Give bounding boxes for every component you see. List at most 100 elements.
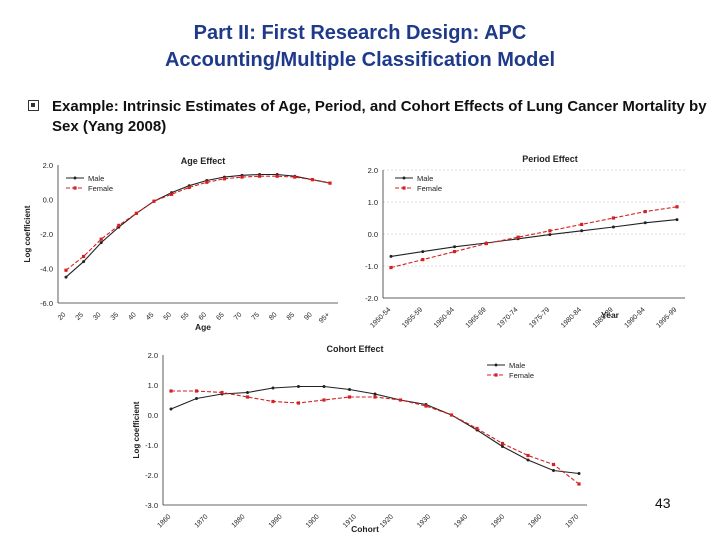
male-data-point (389, 254, 393, 258)
female-series-line (65, 175, 331, 271)
bullet-point: Example: Intrinsic Estimates of Age, Per… (28, 97, 708, 137)
legend-label: Male (509, 361, 525, 370)
male-data-point (82, 260, 86, 264)
female-data-point (516, 235, 520, 239)
male-data-point (64, 275, 68, 279)
x-axis-label: Age (195, 322, 211, 332)
female-data-point (611, 216, 616, 220)
female-data-point (421, 258, 425, 262)
female-data-point (187, 185, 191, 190)
female-data-point (389, 266, 393, 270)
x-tick-label: 1900 (305, 513, 321, 529)
chart-title: Period Effect (522, 154, 578, 164)
y-tick-label: 0.0 (368, 230, 378, 239)
page-number: 43 (655, 495, 671, 511)
female-data-point (398, 398, 403, 402)
female-data-point (293, 175, 297, 179)
x-tick-label: 1955-59 (401, 306, 424, 329)
y-tick-label: 2.0 (43, 161, 53, 170)
female-data-point (271, 399, 275, 404)
male-data-point (169, 407, 173, 411)
x-tick-label: 55 (180, 311, 191, 322)
female-data-point (373, 395, 377, 399)
y-tick-label: -1.0 (365, 262, 378, 271)
female-data-point (484, 242, 488, 246)
x-tick-label: 1940 (453, 513, 469, 529)
female-data-point (194, 389, 199, 393)
legend-label: Female (509, 371, 534, 380)
female-data-point (643, 210, 647, 214)
male-data-point (99, 241, 103, 245)
female-data-point (310, 178, 314, 182)
title-line-2: Accounting/Multiple Classification Model (164, 49, 556, 71)
x-tick-label: 1960-64 (433, 306, 456, 329)
female-data-point (169, 389, 173, 393)
female-data-point (322, 398, 326, 402)
female-data-point (475, 426, 479, 431)
female-data-point (551, 462, 556, 467)
chart-title: Age Effect (181, 156, 226, 166)
female-data-point (580, 222, 584, 226)
x-tick-label: 1870 (194, 513, 210, 529)
female-data-point (152, 199, 156, 203)
legend-marker (73, 176, 77, 180)
x-tick-label: 45 (145, 311, 156, 322)
x-tick-label: 75 (251, 311, 262, 322)
female-data-point (424, 404, 428, 408)
y-tick-label: 2.0 (148, 351, 158, 360)
male-data-point (577, 472, 581, 475)
title-line-1: Part II: First Research Design: APC (193, 22, 527, 44)
x-tick-label: 50 (163, 311, 174, 322)
legend-label: Female (417, 184, 442, 193)
legend-marker (402, 176, 406, 180)
cohort-effect-chart: Cohort Effect 2.0 1.0 0.0 -1.0 -2.0 -3.0 Log co… (132, 344, 587, 534)
female-data-point (347, 395, 352, 399)
x-tick-label: 25 (75, 311, 86, 322)
legend-label: Male (88, 174, 104, 183)
x-tick-label: 1970-74 (496, 306, 519, 329)
female-data-point (99, 237, 103, 241)
x-tick-label: 1890 (268, 513, 284, 529)
male-series-line (65, 173, 331, 278)
x-tick-label: 40 (127, 311, 138, 322)
female-data-point (275, 174, 279, 178)
legend-label: Female (88, 184, 113, 193)
female-data-point (222, 177, 226, 181)
x-tick-label: 20 (57, 311, 68, 322)
female-data-point (548, 229, 552, 233)
y-axis-label: Log coefficient (132, 401, 141, 458)
x-tick-label: 1990-94 (624, 306, 647, 329)
x-tick-label: 90 (303, 311, 314, 322)
female-data-point (240, 175, 244, 179)
female-data-point (452, 250, 457, 254)
x-tick-label: 1860 (156, 513, 172, 529)
x-tick-label: 1880 (231, 513, 247, 529)
y-tick-label: -6.0 (40, 299, 53, 308)
x-tick-label: 60 (198, 311, 209, 322)
male-data-point (611, 225, 615, 229)
x-tick-label: 1995-99 (655, 306, 678, 329)
male-series-line (390, 219, 678, 257)
female-data-point (82, 254, 86, 259)
legend-label: Male (417, 174, 433, 183)
slide-title: Part II: First Research Design: APC Acco… (0, 20, 720, 74)
male-data-point (246, 391, 249, 394)
y-tick-label: -1.0 (145, 441, 158, 450)
male-data-point (675, 218, 679, 222)
female-data-point (245, 395, 250, 399)
age-effect-chart: Age Effect 2.0 0.0 -2.0 -4.0 -6.0 Log coeffici… (23, 156, 338, 332)
male-series-line (170, 385, 580, 475)
female-data-point (64, 268, 68, 272)
y-axis-label: Log coefficient (23, 205, 32, 262)
x-tick-label: 70 (233, 311, 244, 322)
y-tick-label: -2.0 (365, 294, 378, 303)
y-tick-label: 2.0 (368, 166, 378, 175)
x-tick-label: 65 (215, 311, 226, 322)
female-data-point (170, 192, 174, 196)
female-data-point (205, 180, 209, 184)
female-data-point (577, 482, 581, 486)
female-series-line (390, 206, 678, 269)
legend-marker (494, 373, 498, 377)
x-axis-label: Year (601, 310, 620, 320)
x-tick-label: 1950 (490, 513, 506, 529)
